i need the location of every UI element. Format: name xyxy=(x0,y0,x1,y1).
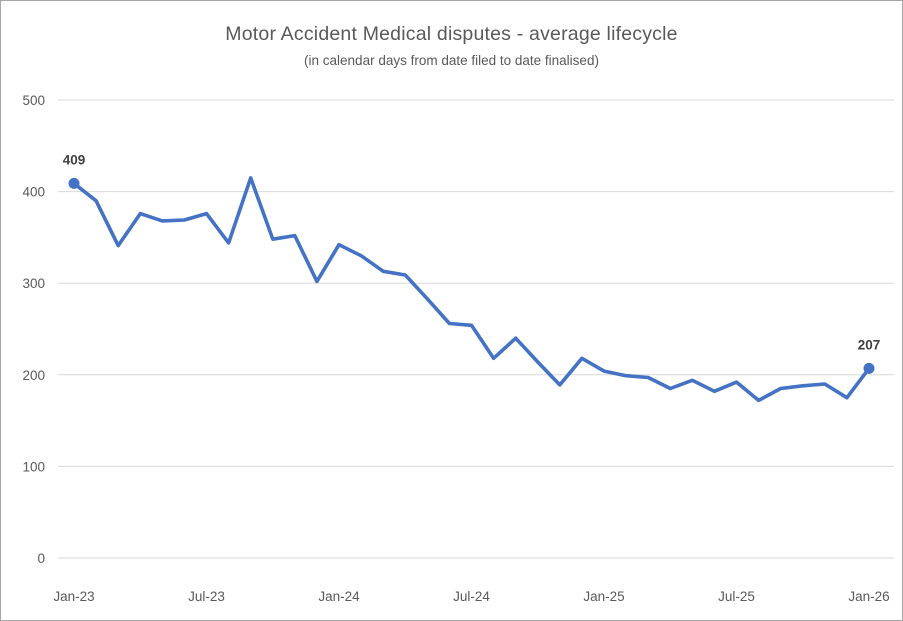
data-point-label: 207 xyxy=(858,337,881,352)
x-tick-label: Jan-26 xyxy=(848,589,889,604)
y-axis-labels: 0 100 200 300 400 500 xyxy=(22,93,45,566)
data-line xyxy=(72,176,871,403)
chart-title: Motor Accident Medical disputes - averag… xyxy=(225,23,678,45)
y-tick-label: 400 xyxy=(22,185,45,200)
y-tick-label: 500 xyxy=(22,93,45,108)
y-tick-label: 100 xyxy=(22,459,45,474)
data-point-marker xyxy=(863,362,875,374)
data-point-marker xyxy=(68,177,80,189)
y-tick-label: 200 xyxy=(22,368,45,383)
data-point-label: 409 xyxy=(63,152,86,167)
x-tick-label: Jul-24 xyxy=(453,589,490,604)
x-axis-labels: Jan-23 Jul-23 Jan-24 Jul-24 Jan-25 Jul-25 Jan-… xyxy=(53,589,889,604)
gridlines xyxy=(58,99,894,559)
x-tick-label: Jul-23 xyxy=(188,589,225,604)
x-tick-label: Jan-23 xyxy=(53,589,94,604)
y-tick-label: 0 xyxy=(37,551,45,566)
x-tick-label: Jan-24 xyxy=(318,589,360,604)
chart-subtitle: (in calendar days from date filed to dat… xyxy=(304,53,599,68)
point-markers: 409 207 xyxy=(63,152,881,374)
x-tick-label: Jan-25 xyxy=(583,589,624,604)
x-tick-label: Jul-25 xyxy=(718,589,755,604)
y-tick-label: 300 xyxy=(22,276,45,291)
